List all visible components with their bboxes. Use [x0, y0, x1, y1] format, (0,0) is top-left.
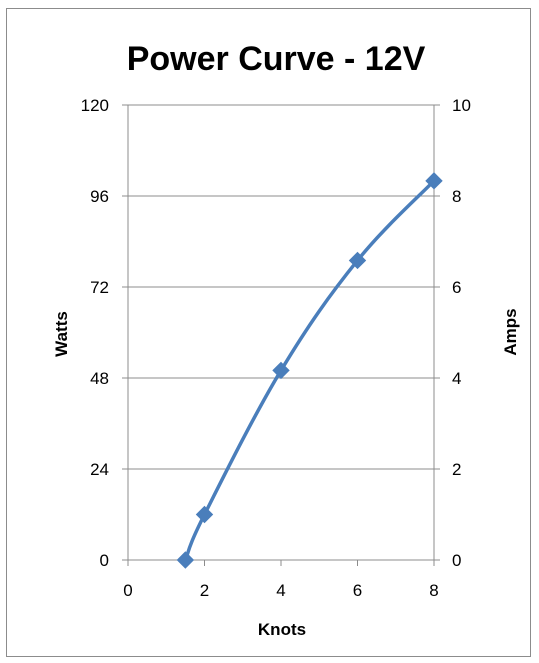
data-point-marker-1	[195, 505, 214, 524]
y2-tick-label: 0	[452, 551, 461, 570]
data-point-marker-2	[272, 361, 290, 380]
chart-frame	[6, 8, 531, 657]
y2-axis-label: Amps	[501, 308, 520, 355]
x-tick-label: 2	[200, 581, 209, 600]
y2-tick-label: 8	[452, 187, 461, 206]
y-tick-label: 48	[90, 369, 109, 388]
y-tick-label: 96	[90, 187, 109, 206]
y2-tick-label: 2	[452, 460, 461, 479]
grid-lines	[128, 104, 434, 561]
data-point-marker-3	[348, 251, 367, 270]
y2-tick-label: 10	[452, 96, 471, 115]
x-axis-label: Knots	[258, 620, 306, 639]
data-point-marker-0	[176, 551, 195, 569]
y-tick-label: 72	[90, 278, 109, 297]
x-tick-label: 6	[353, 581, 362, 600]
y-tick-label: 24	[90, 460, 109, 479]
chart-title: Power Curve - 12V	[127, 40, 426, 78]
x-tick-label: 0	[123, 581, 132, 600]
series-line-0	[183, 179, 436, 561]
y-tick-label: 120	[81, 96, 109, 115]
data-point-marker-4	[425, 172, 443, 190]
x-tick-label: 4	[276, 581, 285, 600]
x-tick-label: 8	[429, 581, 438, 600]
axes	[122, 104, 440, 566]
y-tick-label: 0	[100, 551, 109, 570]
y2-tick-label: 4	[452, 369, 461, 388]
y2-tick-label: 6	[452, 278, 461, 297]
y-axis-label: Watts	[52, 311, 71, 357]
series-layer	[176, 172, 443, 569]
